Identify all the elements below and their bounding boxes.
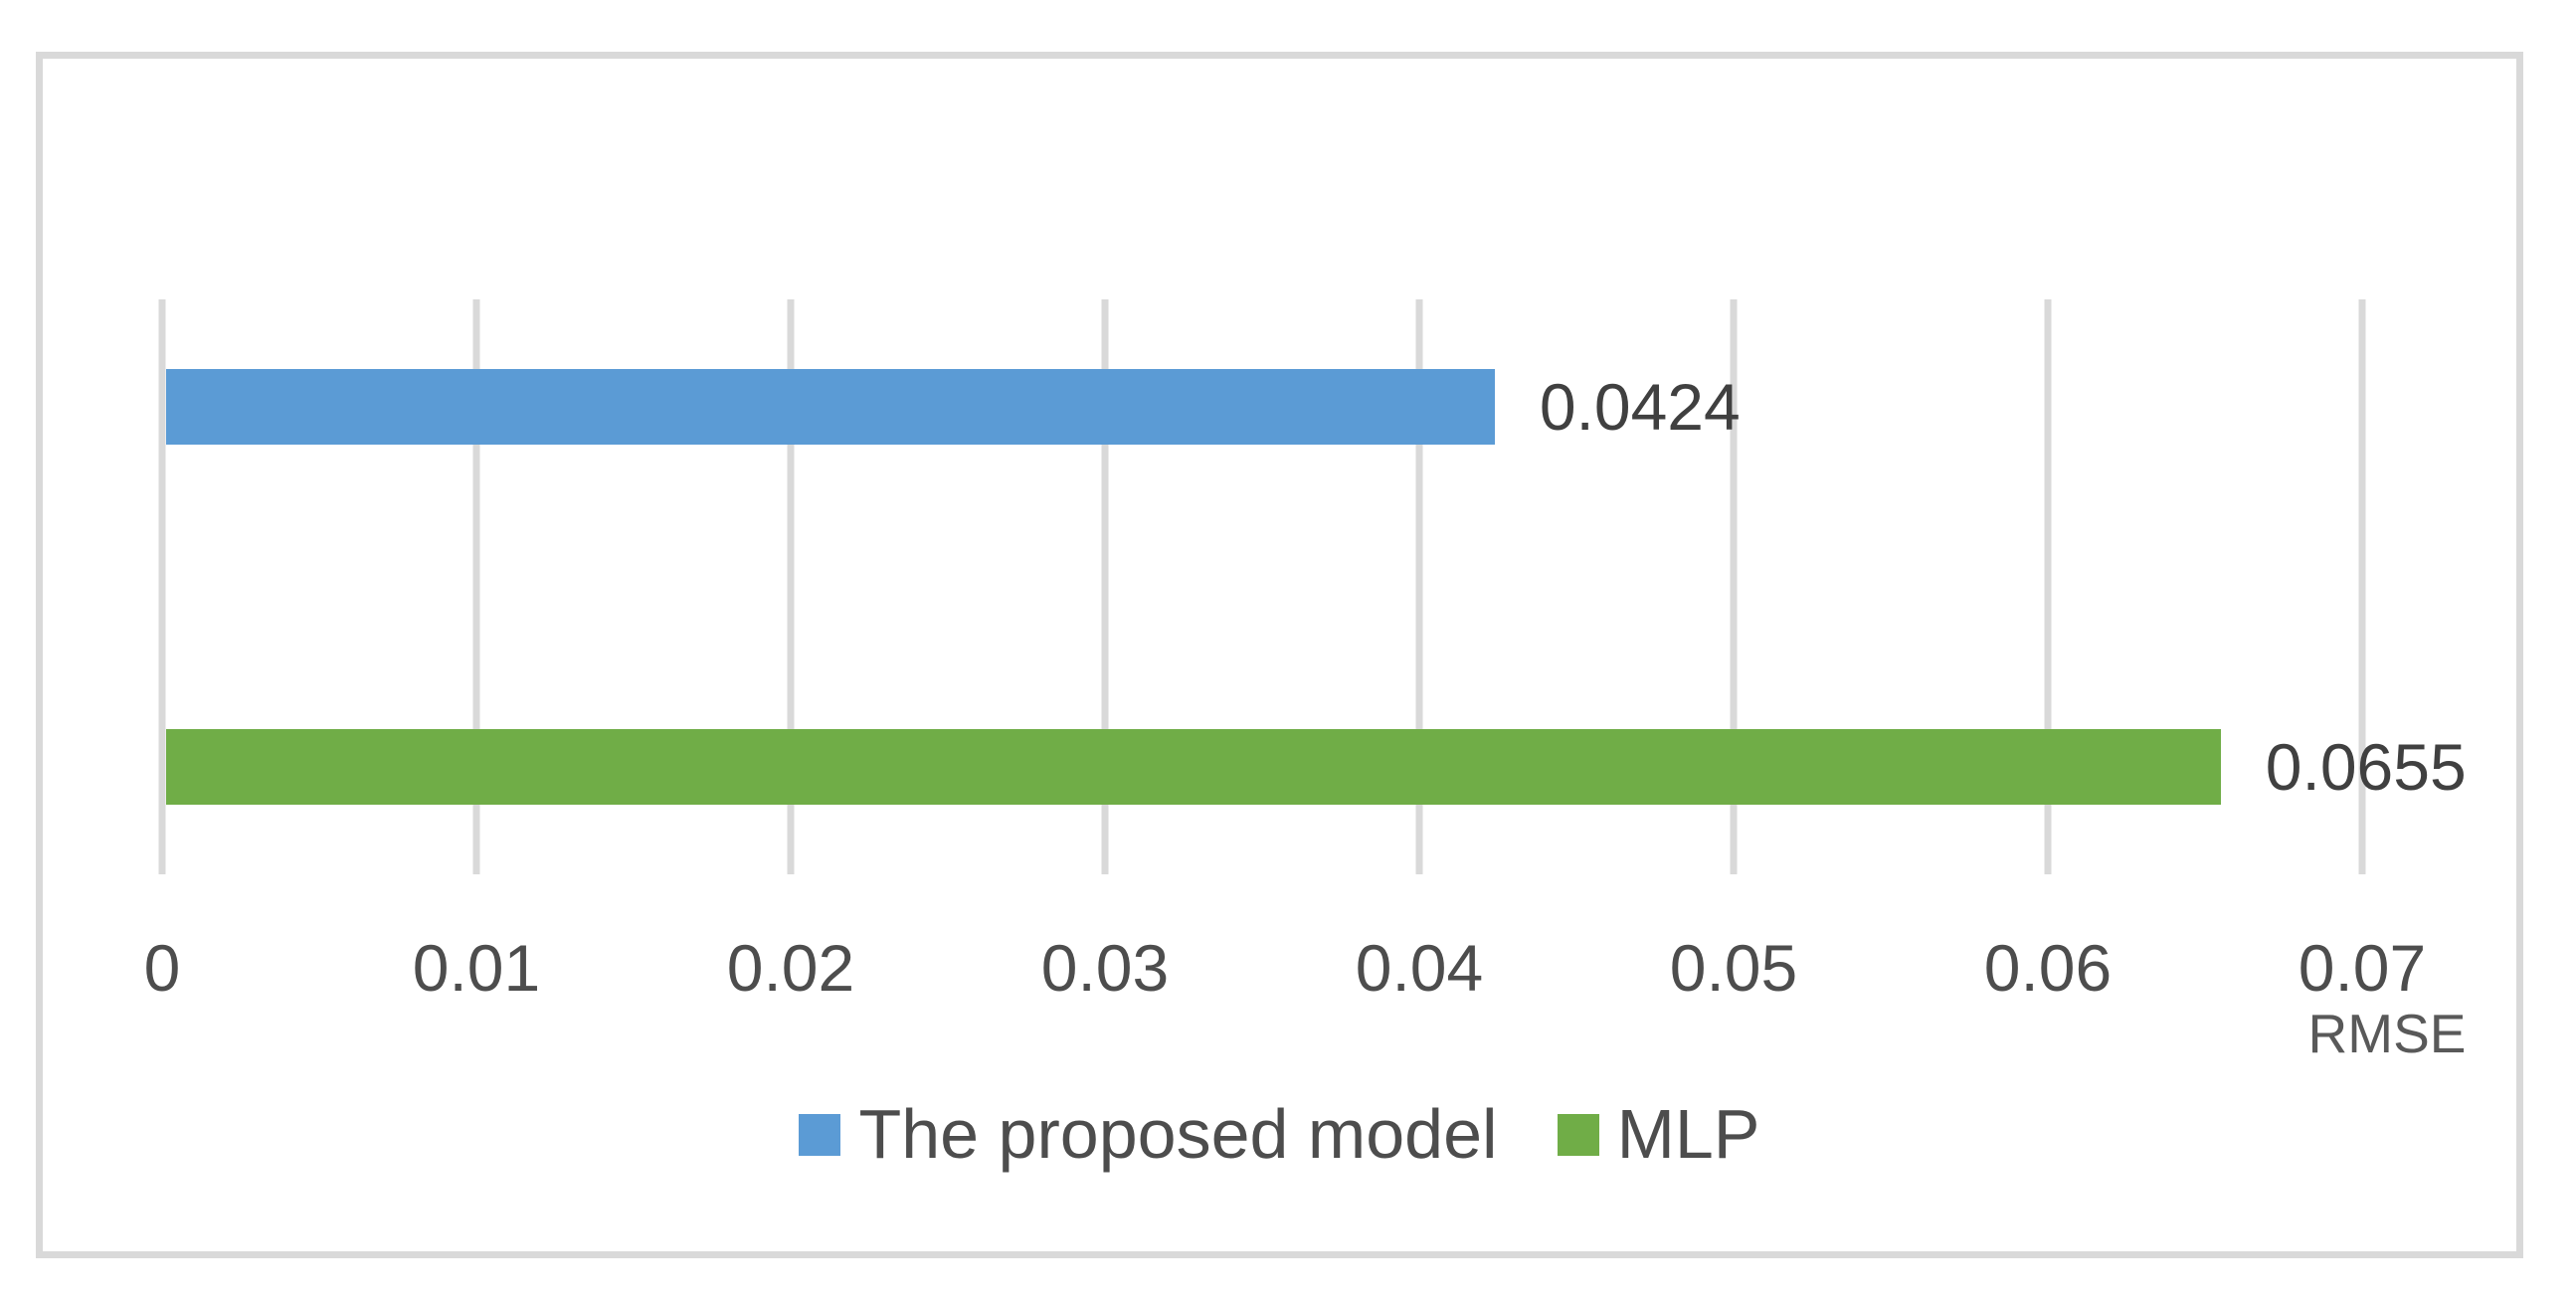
legend-swatch-the-proposed-model [799, 1113, 841, 1156]
gridline-0.04 [1415, 299, 1423, 874]
x-axis: 0 0.01 0.02 0.03 0.04 0.05 0.06 0.07 [144, 931, 2427, 1022]
plot-area: 0.0424 0.0655 [158, 299, 2467, 874]
x-tick-label-0.06: 0.06 [1983, 931, 2113, 1005]
x-tick-label-0.04: 0.04 [1355, 931, 1484, 1005]
gridline-0.03 [1101, 299, 1109, 874]
gridline-0.02 [787, 299, 795, 874]
x-tick-label-0.07: 0.07 [2298, 931, 2427, 1005]
bar-mlp [166, 729, 2221, 805]
x-tick-label-0.03: 0.03 [1040, 931, 1170, 1005]
bar-the-proposed-model [166, 369, 1495, 445]
legend-item-the-proposed-model: The proposed model [799, 1095, 1498, 1173]
legend-label-the-proposed-model: The proposed model [858, 1095, 1498, 1173]
gridline-0 [158, 299, 166, 874]
legend-label-mlp: MLP [1616, 1095, 1760, 1173]
gridline-0.06 [2044, 299, 2052, 874]
chart-frame: 0.0424 0.0655 0 0.01 0.02 0.03 0.04 0.05 0.06 0.… [36, 52, 2523, 1258]
legend-item-mlp: MLP [1557, 1095, 1760, 1173]
data-label-mlp: 0.0655 [2265, 730, 2467, 804]
legend-swatch-mlp [1557, 1113, 1599, 1156]
gridline-0.05 [1730, 299, 1738, 874]
x-axis-title: RMSE [2307, 1003, 2467, 1064]
data-label-the-proposed-model: 0.0424 [1539, 370, 1741, 444]
x-tick-label-0.02: 0.02 [726, 931, 855, 1005]
x-tick-label-0.01: 0.01 [412, 931, 541, 1005]
gridline-0.01 [472, 299, 480, 874]
x-tick-label-0: 0 [143, 931, 181, 1005]
legend: The proposed model MLP [43, 1096, 2516, 1173]
x-tick-label-0.05: 0.05 [1669, 931, 1798, 1005]
gridline-0.07 [2358, 299, 2366, 874]
